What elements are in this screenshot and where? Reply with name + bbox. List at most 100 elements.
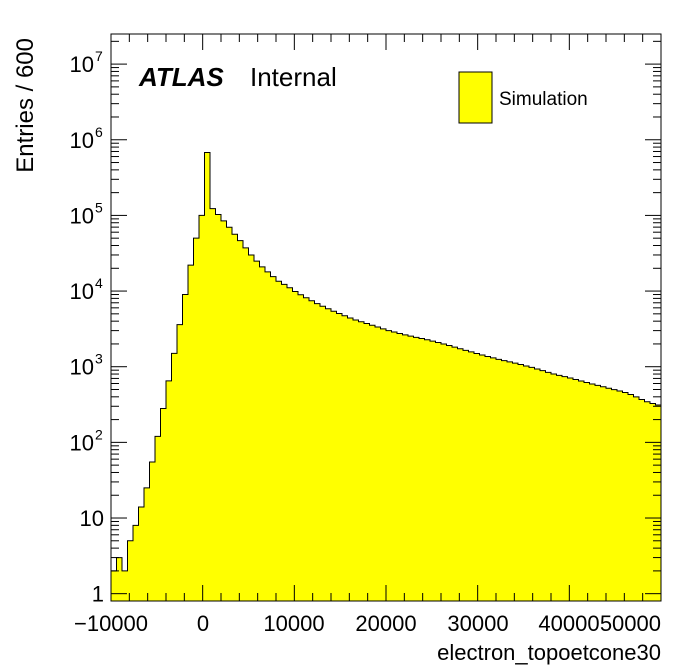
histogram-bin — [468, 351, 475, 601]
histogram-bin — [182, 294, 189, 601]
internal-label: Internal — [250, 62, 337, 92]
x-axis-title: electron_topoetcone30 — [437, 640, 661, 665]
histogram-bin — [419, 338, 425, 601]
histogram-bin — [232, 234, 238, 602]
histogram-bin — [424, 339, 431, 601]
histogram-bin — [529, 367, 535, 601]
histogram-bin — [314, 303, 321, 601]
y-tick-label-exponent: 3 — [95, 351, 103, 367]
histogram-bin — [287, 287, 293, 601]
histogram-bin — [391, 332, 398, 601]
histogram-bin — [380, 328, 387, 601]
histogram-bin — [518, 364, 524, 601]
legend-entry: Simulation — [499, 89, 588, 110]
y-tick-label-exponent: 2 — [95, 426, 103, 442]
histogram-bin — [369, 325, 376, 601]
histogram-bin — [127, 540, 134, 601]
histogram-bin — [650, 403, 656, 601]
histogram-bin — [430, 341, 436, 601]
y-tick-label-exponent: 5 — [95, 199, 103, 215]
x-tick-label: −10000 — [74, 611, 148, 636]
histogram-bin — [265, 271, 271, 601]
histogram-bin — [171, 353, 178, 601]
histogram-bin — [441, 343, 447, 601]
histogram-bin — [545, 372, 552, 601]
histogram-bin — [243, 247, 249, 601]
y-tick-label: 10 — [70, 355, 94, 380]
y-tick-label: 10 — [70, 279, 94, 304]
histogram-bin — [611, 389, 618, 601]
x-tick-label: 50000 — [600, 611, 661, 636]
histogram-bin — [457, 348, 464, 601]
histogram-bin — [276, 281, 282, 601]
histogram-bin — [452, 347, 458, 601]
histogram-bin — [138, 506, 145, 601]
histogram-bin — [501, 360, 508, 601]
histogram-outline — [110, 152, 662, 601]
histogram-bin — [639, 399, 645, 601]
histogram-bin — [204, 152, 211, 602]
histogram-bin — [507, 361, 513, 601]
histogram-bin — [496, 359, 502, 601]
histogram-bin — [584, 382, 590, 601]
plot-frame — [110, 33, 662, 602]
histogram-bin — [375, 327, 381, 601]
y-tick-label: 10 — [80, 506, 104, 531]
histogram-bin — [188, 265, 194, 601]
histogram-bin — [551, 374, 557, 601]
histogram-bin — [474, 353, 480, 601]
histogram-bin — [556, 375, 563, 601]
histogram-bin — [644, 401, 651, 601]
histogram-bin — [386, 330, 392, 601]
histogram-bin — [270, 276, 277, 601]
histogram-bin — [358, 321, 365, 601]
x-tick-label: 40000 — [538, 611, 599, 636]
histogram-bin — [578, 380, 585, 601]
histogram-bin — [281, 284, 288, 601]
histogram-bin — [193, 238, 200, 601]
histogram-bin — [336, 313, 343, 601]
histogram-bin — [210, 208, 216, 601]
histogram-bin — [221, 220, 227, 601]
legend-swatch — [458, 71, 493, 124]
histogram-bin — [298, 294, 304, 601]
histogram-bin — [248, 254, 255, 601]
histogram-bin — [617, 391, 623, 601]
x-tick-label: 10000 — [263, 611, 324, 636]
histogram-bin — [402, 334, 409, 601]
x-tick-label: 20000 — [355, 611, 416, 636]
histogram-bin — [573, 379, 579, 601]
histogram-bin — [155, 436, 161, 601]
histogram-bin — [347, 318, 354, 601]
y-tick-label-exponent: 6 — [95, 124, 103, 140]
histogram-bin — [342, 315, 348, 601]
histogram-bin — [595, 385, 601, 601]
y-tick-label-exponent: 4 — [95, 275, 103, 291]
histogram-bin — [463, 350, 469, 601]
histogram-bin — [259, 266, 266, 601]
histogram-bin — [149, 462, 156, 601]
histogram-bin — [408, 336, 414, 601]
histogram-bin — [160, 408, 167, 601]
histogram-bin — [485, 356, 491, 601]
histogram-bin — [364, 323, 370, 601]
histogram-bin — [562, 376, 568, 601]
histogram-bin — [606, 388, 612, 601]
histogram-bin — [655, 404, 662, 601]
histogram-bin — [567, 377, 574, 601]
histogram-bin — [320, 306, 326, 601]
histogram-bin — [122, 570, 128, 601]
y-tick-label: 10 — [70, 128, 94, 153]
histogram-bin — [628, 394, 634, 601]
histogram-bin — [331, 311, 337, 601]
histogram-bin — [479, 354, 486, 601]
histogram-bin — [111, 570, 117, 601]
x-tick-label: 0 — [197, 611, 209, 636]
x-tick-labels: −10000 0 10000 20000 30000 40000 50000 — [74, 611, 661, 636]
histogram-bin — [309, 300, 315, 601]
histogram-bin — [512, 363, 519, 601]
x-tick-label: 30000 — [447, 611, 508, 636]
y-tick-label: 1 — [92, 582, 104, 607]
